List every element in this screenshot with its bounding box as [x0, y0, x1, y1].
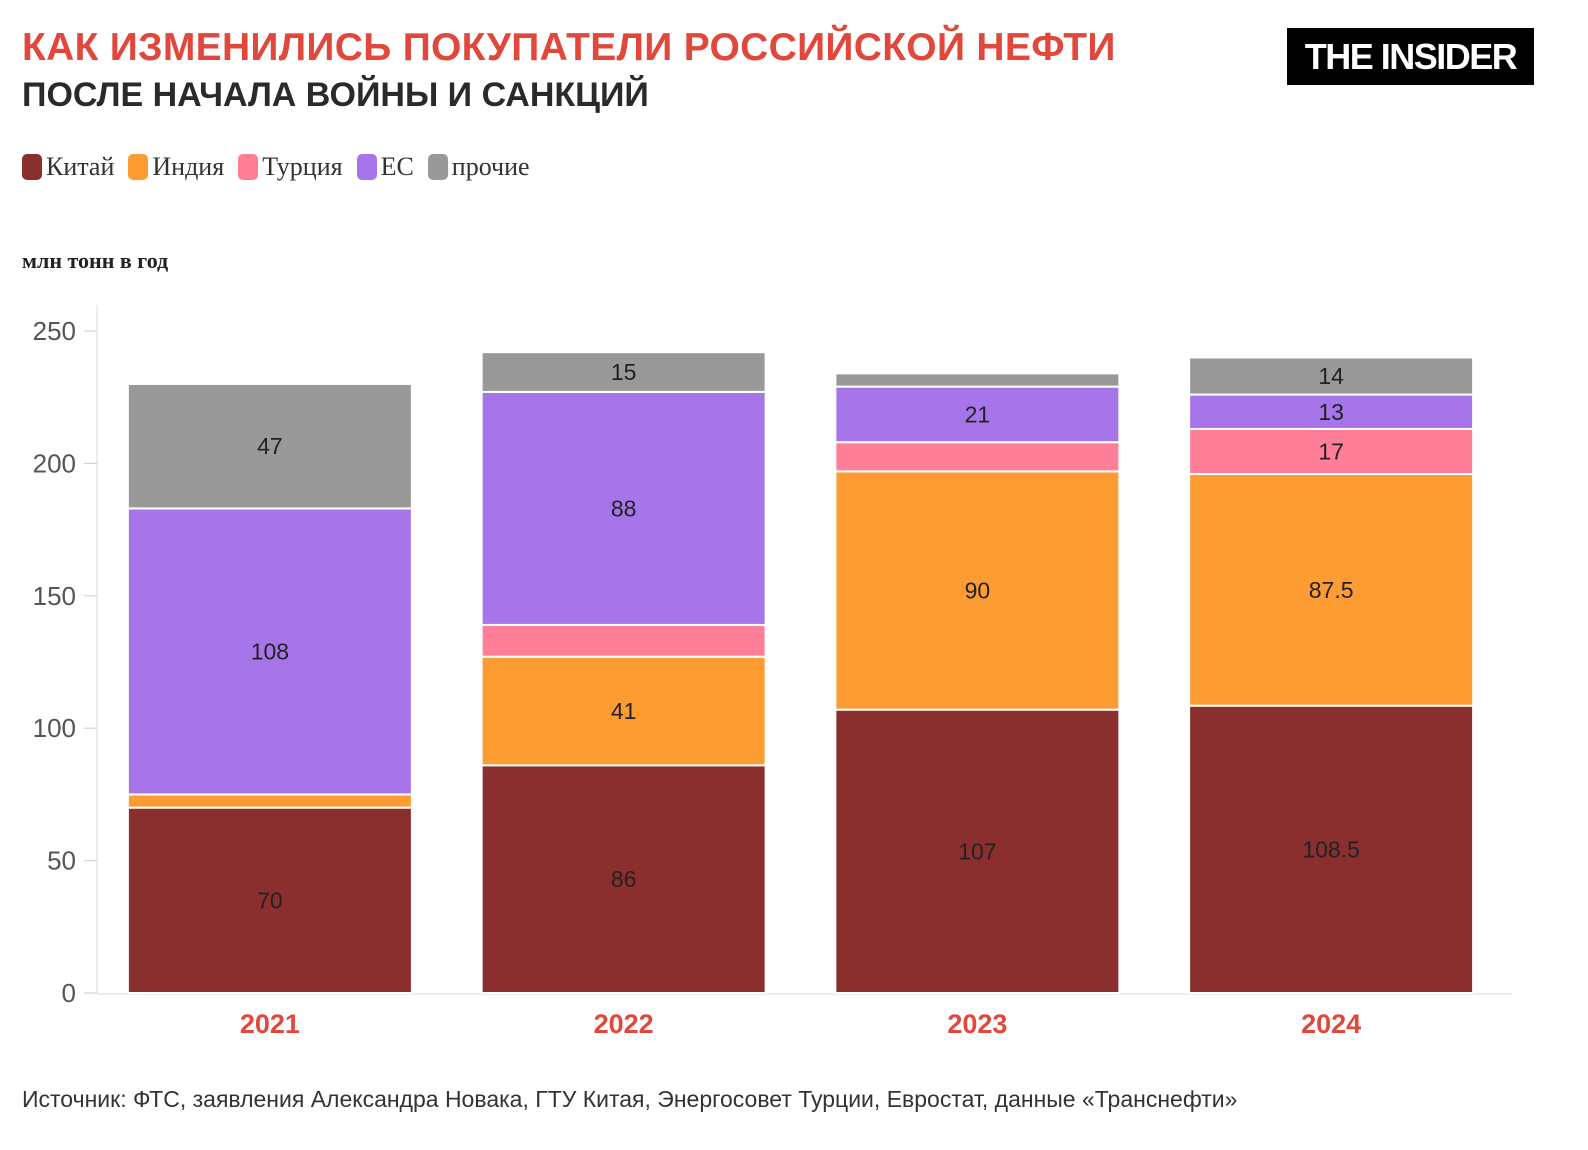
legend-item: ЕС: [356, 152, 414, 182]
bar-segment-прочие: [1188, 356, 1475, 396]
data-label: 41: [611, 698, 637, 724]
data-label: 47: [257, 433, 283, 459]
bar-segment-Индия: [1188, 472, 1475, 707]
legend-swatch: [356, 154, 377, 180]
bar-segment-прочие: [480, 351, 767, 393]
data-label: 86: [611, 866, 637, 892]
chart-subtitle: ПОСЛЕ НАЧАЛА ВОЙНЫ И САНКЦИЙ: [22, 76, 649, 114]
legend-item: прочие: [427, 152, 530, 182]
legend-swatch: [22, 154, 42, 180]
bar-segment-прочие: [126, 382, 413, 510]
y-tick-label: 250: [33, 316, 76, 346]
legend-item: Турция: [238, 152, 343, 182]
bar-segment-прочие: [834, 372, 1121, 388]
legend-swatch: [238, 154, 259, 180]
y-axis-label: млн тонн в год: [22, 248, 169, 273]
data-label: 14: [1318, 363, 1344, 389]
data-label: 107: [958, 838, 996, 864]
legend-item: Китай: [22, 152, 114, 182]
legend-swatch: [128, 154, 149, 180]
legend-label: прочие: [451, 152, 530, 181]
bar-segment-Индия: [126, 793, 413, 809]
source-note: Источник: ФТС, заявления Александра Нова…: [22, 1086, 1238, 1112]
y-tick-label: 100: [33, 713, 76, 743]
bar-segment-Турция: [480, 623, 767, 658]
x-tick-label: 2021: [240, 1009, 300, 1039]
bar-segment-ЕС: [1188, 393, 1475, 430]
data-label: 88: [611, 495, 637, 521]
legend-label: ЕС: [380, 152, 414, 181]
legend: Китай Индия Турция ЕС прочие: [22, 152, 530, 182]
bar-segment-Индия: [834, 470, 1121, 711]
bar-segment-Китай: [834, 708, 1121, 994]
legend-item: Индия: [128, 152, 224, 182]
bar-segment-ЕС: [126, 507, 413, 796]
bar-segment-Китай: [1188, 704, 1475, 995]
bar-segment-Китай: [480, 764, 767, 994]
the-insider-logo: THE INSIDER: [1287, 28, 1534, 85]
legend-swatch: [427, 154, 448, 180]
legend-label: Турция: [262, 152, 343, 181]
x-tick-label: 2024: [1301, 1009, 1361, 1039]
data-label: 90: [965, 578, 991, 604]
data-label: 21: [965, 401, 991, 427]
data-label: 108: [251, 638, 289, 664]
data-label: 13: [1318, 399, 1344, 425]
data-label: 17: [1318, 438, 1344, 464]
bar-segment-ЕС: [480, 390, 767, 626]
data-label: 15: [611, 359, 637, 385]
data-label: 108.5: [1302, 836, 1360, 862]
bar-segment-Турция: [834, 441, 1121, 473]
data-label: 70: [257, 887, 283, 913]
x-tick-label: 2023: [947, 1009, 1007, 1039]
y-tick-label: 150: [33, 581, 76, 611]
data-label: 87.5: [1309, 577, 1354, 603]
bar-segment-ЕС: [834, 385, 1121, 444]
bar-segment-Китай: [126, 806, 413, 995]
y-tick-label: 0: [62, 978, 76, 1008]
x-tick-label: 2022: [594, 1009, 654, 1039]
legend-label: Китай: [46, 152, 115, 181]
y-tick-label: 200: [33, 448, 76, 478]
bar-segment-Индия: [480, 655, 767, 767]
chart-title: КАК ИЗМЕНИЛИСЬ ПОКУПАТЕЛИ РОССИЙСКОЙ НЕФ…: [22, 26, 1116, 69]
y-tick-label: 50: [47, 846, 76, 876]
legend-label: Индия: [152, 152, 225, 181]
